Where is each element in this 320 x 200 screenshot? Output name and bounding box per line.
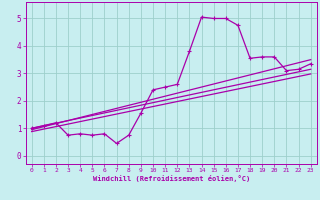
X-axis label: Windchill (Refroidissement éolien,°C): Windchill (Refroidissement éolien,°C) [92,175,250,182]
